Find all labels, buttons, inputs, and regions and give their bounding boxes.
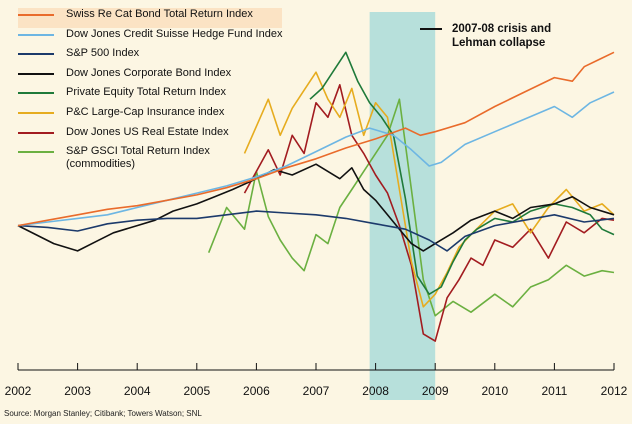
legend-item: Dow Jones Credit Suisse Hedge Fund Index [18, 28, 282, 48]
source-note: Source: Morgan Stanley; Citibank; Towers… [4, 409, 202, 418]
legend-label: Dow Jones Corporate Bond Index [66, 66, 232, 79]
series-line-3 [17, 163, 615, 252]
legend-swatch [18, 92, 54, 95]
series-line-1 [17, 91, 615, 227]
annotation-text: 2007-08 crisis and Lehman collapse [452, 23, 552, 49]
legend-item: S&P 500 Index [18, 47, 282, 67]
x-tick-label: 2008 [362, 384, 389, 398]
legend-swatch [18, 72, 54, 75]
legend-item: Dow Jones Corporate Bond Index [18, 67, 282, 87]
legend-swatch [18, 151, 54, 154]
x-tick-label: 2009 [422, 384, 449, 398]
legend-swatch [18, 53, 54, 56]
annotation-line [420, 28, 442, 30]
legend: Swiss Re Cat Bond Total Return Index Dow … [18, 8, 283, 173]
legend-swatch [18, 14, 54, 16]
legend-item: S&P GSCI Total Return Index (commodities… [18, 145, 282, 173]
legend-item: Swiss Re Cat Bond Total Return Index [18, 8, 283, 28]
legend-swatch [18, 111, 54, 114]
series-line-0 [17, 51, 615, 227]
series-line-6 [243, 84, 615, 342]
x-tick-label: 2006 [243, 384, 270, 398]
legend-label: Dow Jones US Real Estate Index [66, 125, 229, 138]
legend-label: Dow Jones Credit Suisse Hedge Fund Index [66, 27, 283, 40]
legend-label: Swiss Re Cat Bond Total Return Index [66, 8, 253, 20]
crisis-annotation: 2007-08 crisis and Lehman collapse [420, 22, 551, 50]
x-tick-label: 2010 [481, 384, 508, 398]
legend-label: P&C Large-Cap Insurance index [66, 105, 225, 118]
x-axis-ticks: 2002 2003 2004 2005 2006 2007 2008 2009 2010 2011… [5, 363, 628, 398]
x-tick-label: 2005 [183, 384, 210, 398]
x-tick-label: 2003 [64, 384, 91, 398]
legend-label: S&P GSCI Total Return Index (commodities… [66, 145, 210, 171]
series-line-4 [309, 51, 615, 296]
x-tick-label: 2011 [541, 384, 567, 398]
legend-label: Private Equity Total Return Index [66, 86, 226, 99]
series-line-2 [17, 210, 615, 252]
x-tick-label: 2004 [124, 384, 151, 398]
legend-item: Dow Jones US Real Estate Index [18, 126, 282, 146]
legend-swatch [18, 33, 54, 36]
x-tick-label: 2012 [601, 384, 628, 398]
legend-item: Private Equity Total Return Index [18, 86, 282, 106]
x-tick-label: 2002 [5, 384, 32, 398]
legend-label: S&P 500 Index [66, 47, 140, 60]
x-tick-label: 2007 [303, 384, 330, 398]
series-lines [17, 51, 615, 342]
legend-swatch [18, 131, 54, 134]
series-line-5 [243, 71, 615, 308]
legend-item: P&C Large-Cap Insurance index [18, 106, 282, 126]
